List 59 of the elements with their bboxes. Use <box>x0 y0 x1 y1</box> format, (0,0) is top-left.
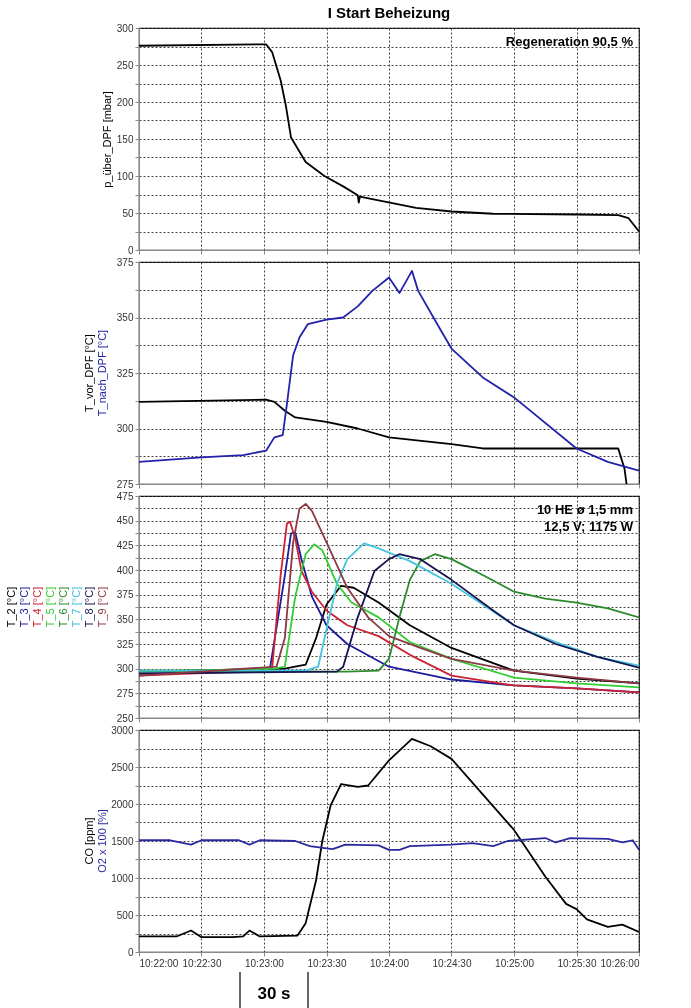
text: O2 x 100 [%] <box>96 809 108 873</box>
y-tick-label: 275 <box>116 687 134 699</box>
y-tick-label: 325 <box>116 367 134 379</box>
y-tick-label: 300 <box>116 423 134 434</box>
y-tick-label: 375 <box>116 256 134 268</box>
text: T_4 [°C] <box>31 586 43 628</box>
y-tick-label: 0 <box>127 946 134 958</box>
y-tick-label: 300 <box>116 663 134 675</box>
text: T_7 [°C] <box>70 586 82 628</box>
text: T_8 [°C] <box>83 586 95 628</box>
y-tick-label: 300 <box>116 22 134 34</box>
x-tick-label: 10:23:00 <box>244 957 285 969</box>
y-tick-label: 400 <box>116 564 134 576</box>
y-tick-label: 500 <box>116 909 134 921</box>
y-tick-label: 375 <box>116 589 134 601</box>
y-tick-label: 350 <box>116 312 134 323</box>
y-tick-label: 50 <box>122 207 134 219</box>
x-tick-label: 10:25:30 <box>557 957 597 969</box>
x-tick-label: 10:25:00 <box>495 957 535 969</box>
text: 30 s <box>257 984 291 1003</box>
text: T_9 [°C] <box>96 586 108 628</box>
chart-title: I Start Beheizung <box>327 4 451 21</box>
y-tick-label: 1000 <box>111 872 134 884</box>
y-tick-label: 200 <box>116 96 134 108</box>
annotation: 12,5 V; 1175 W <box>544 519 634 534</box>
text: T_6 [°C] <box>57 586 69 628</box>
y-tick-label: 450 <box>116 515 134 527</box>
text: T_5 [°C] <box>44 586 56 628</box>
x-tick-label: 10:26:00 <box>600 957 640 969</box>
y-tick-label: 100 <box>116 170 134 182</box>
x-tick-label: 10:23:30 <box>307 957 347 969</box>
y-tick-label: 425 <box>116 539 134 551</box>
annotation: 10 HE ø 1,5 mm <box>536 502 633 517</box>
line-series <box>139 398 628 484</box>
x-tick-label: 10:24:30 <box>432 957 472 969</box>
y-tick-label: 275 <box>116 478 134 490</box>
y-tick-label: 3000 <box>111 724 134 736</box>
y-tick-label: 325 <box>116 638 134 650</box>
y-tick-label: 0 <box>127 244 134 256</box>
y-tick-label: 250 <box>116 712 134 724</box>
x-tick-label: 10:22:00 <box>139 957 179 969</box>
y-axis-title: p_über_DPF [mbar] <box>100 91 113 188</box>
line-series <box>139 269 639 472</box>
text: T_nach_DPF [°C] <box>96 329 108 417</box>
text: CO [ppm] <box>83 817 95 865</box>
x-tick-label: 10:22:30 <box>182 957 222 969</box>
text: T_vor_DPF [°C] <box>83 334 95 412</box>
y-tick-label: 2000 <box>111 798 134 810</box>
text: T_3 [°C] <box>18 586 30 628</box>
text: T_2 [°C] <box>5 586 17 628</box>
y-tick-label: 2500 <box>111 761 134 773</box>
annotation: Regeneration 90,5 % <box>505 34 634 49</box>
y-tick-label: 475 <box>116 490 134 502</box>
y-tick-label: 350 <box>116 613 134 625</box>
y-tick-label: 1500 <box>111 835 134 847</box>
y-tick-label: 250 <box>116 59 134 71</box>
y-tick-label: 150 <box>116 133 134 145</box>
line-series <box>139 837 639 851</box>
x-tick-label: 10:24:00 <box>370 957 410 969</box>
